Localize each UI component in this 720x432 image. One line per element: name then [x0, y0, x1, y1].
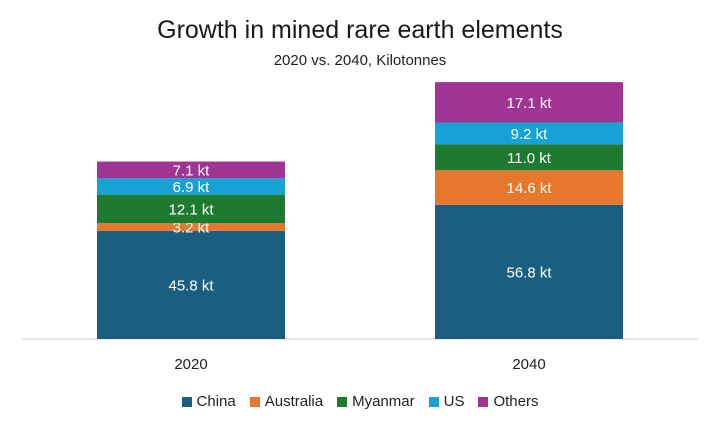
data-label-2020-us: 6.9 kt	[173, 179, 211, 196]
bar-segment-2020-australia	[97, 223, 285, 231]
bar-segment-2020-myanmar	[97, 194, 285, 224]
chart-legend: China Australia Myanmar US Others	[0, 393, 720, 411]
bar-segment-2040-australia	[435, 170, 623, 205]
bar-segment-2040-myanmar	[435, 144, 623, 171]
legend-swatch	[181, 396, 192, 407]
chart-title: Growth in mined rare earth elements	[157, 16, 563, 44]
legend-label: China	[196, 393, 236, 410]
legend-item-others: Others	[478, 393, 538, 410]
data-label-2040-china: 56.8 kt	[506, 264, 552, 281]
legend-swatch	[249, 396, 260, 407]
bar-segment-2040-others	[435, 82, 623, 123]
data-label-2040-myanmar: 11.0 kt	[507, 150, 552, 167]
data-label-2040-us: 9.2 kt	[511, 126, 549, 143]
legend-label: Australia	[264, 393, 324, 410]
legend-label: US	[443, 393, 465, 410]
legend-item-us: US	[428, 393, 465, 410]
data-label-2020-australia: 3.2 kt	[173, 219, 211, 236]
chart-subtitle: 2020 vs. 2040, Kilotonnes	[273, 52, 447, 69]
legend-swatch	[478, 396, 489, 407]
legend-item-myanmar: Myanmar	[337, 393, 415, 410]
bar-segment-2020-china	[97, 230, 285, 339]
legend-item-australia: Australia	[249, 393, 324, 410]
legend-swatch	[428, 396, 439, 407]
x-tick-label-2020: 2020	[174, 356, 207, 373]
data-label-2040-australia: 14.6 kt	[506, 180, 552, 197]
bar-segment-2040-us	[435, 122, 623, 145]
legend-swatch	[337, 396, 348, 407]
bar-segment-2020-us	[97, 178, 285, 195]
legend-item-china: China	[181, 393, 236, 410]
bar-segment-2020-others	[97, 161, 285, 179]
data-label-2020-others: 7.1 kt	[173, 162, 211, 179]
legend-label: Others	[493, 393, 539, 410]
legend-label: Myanmar	[352, 393, 415, 410]
bar-segment-2040-china	[435, 204, 623, 339]
x-tick-label-2040: 2040	[512, 356, 545, 373]
data-label-2040-others: 17.1 kt	[506, 95, 552, 112]
data-label-2020-myanmar: 12.1 kt	[168, 201, 214, 218]
data-label-2020-china: 45.8 kt	[168, 277, 214, 294]
